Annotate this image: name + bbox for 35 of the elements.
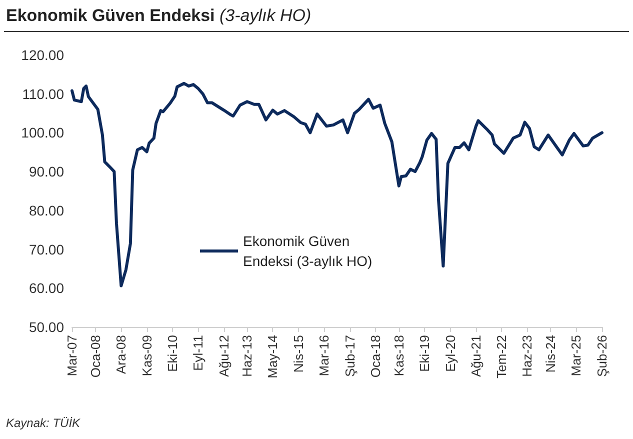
y-tick-label: 60.00 [28, 280, 64, 296]
y-tick-label: 120.00 [21, 47, 64, 63]
x-tick-label: Nis-24 [543, 335, 558, 373]
x-tick-label: Ağu-21 [468, 335, 484, 377]
x-tick-label: Tem-22 [494, 335, 509, 378]
x-tick-label: Haz-13 [240, 335, 255, 377]
x-tick-label: Şub-17 [342, 335, 358, 377]
x-tick-label: Şub-26 [594, 335, 610, 377]
line-series [70, 82, 604, 288]
y-tick-label: 70.00 [28, 241, 64, 258]
y-tick-label: 90.00 [28, 164, 64, 180]
x-tick-label: Mar-16 [316, 335, 332, 376]
y-tick-label: 100.00 [21, 124, 64, 141]
x-tick-label: Nis-15 [290, 335, 306, 373]
x-tick-label: Kas-09 [139, 335, 154, 376]
y-tick-label: 80.00 [28, 202, 64, 218]
x-tick-label: Oca-18 [368, 335, 384, 378]
x-tick-label: Ağu-12 [216, 335, 232, 377]
text: Kaynak: TÜİK [6, 416, 80, 430]
x-tick-label: Mar-25 [568, 335, 584, 376]
chart-title: Ekonomik Güven Endeksi [6, 6, 215, 25]
x-tick-label: May-14 [265, 335, 280, 378]
x-tick-label: Haz-23 [520, 335, 535, 377]
x-tick-label: Eyl-20 [442, 335, 458, 372]
x-tick-label: Mar-07 [64, 335, 80, 376]
x-tick-label: Ara-08 [114, 335, 129, 374]
chart-subtitle: (3-aylık HO) [220, 6, 312, 25]
y-tick-label: 110.00 [22, 86, 64, 102]
x-tick-label: Kas-18 [391, 335, 406, 376]
legend-label: Ekonomik Güven Endeksi (3-aylık HO) [243, 233, 372, 269]
y-tick-label: 50.00 [28, 319, 64, 335]
x-tick-label: Eki-19 [416, 335, 432, 372]
x-tick-label: Eyl-11 [190, 335, 206, 371]
x-tick-label: Oca-08 [88, 335, 103, 378]
x-tick-label: Eki-10 [164, 335, 180, 372]
